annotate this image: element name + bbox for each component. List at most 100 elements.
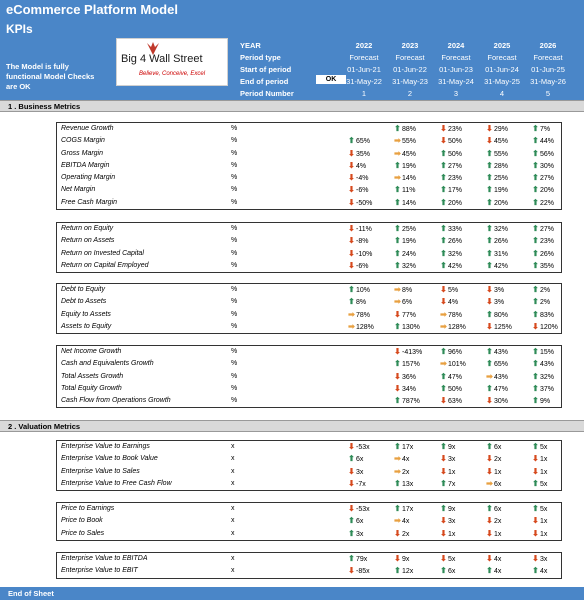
- arrow-down-icon: ⬇: [348, 185, 355, 195]
- arrow-down-icon: ⬇: [532, 516, 539, 526]
- metric-value: 35%: [540, 262, 555, 270]
- metric-label: Price to Earnings: [61, 505, 115, 512]
- metric-value: 19%: [494, 187, 509, 195]
- metric-label: Enterprise Value to Earnings: [61, 443, 150, 450]
- metric-value-cell: ⬆6x: [485, 503, 529, 516]
- metric-value-cell: ⬆10%: [347, 284, 391, 297]
- metric-label: Enterprise Value to Sales: [61, 467, 140, 475]
- metric-value: 20%: [494, 199, 509, 207]
- period-column-2024: 2024 Forecast 01-Jun-23 31-May-24 3: [434, 40, 478, 100]
- metric-value: 20%: [448, 199, 463, 207]
- arrow-up-icon: ⬆: [486, 383, 493, 393]
- eagle-icon: [147, 42, 159, 55]
- metric-value-cell: ⬆9x: [439, 503, 483, 516]
- metric-value-cell: ⬆79x: [347, 553, 391, 566]
- arrow-up-icon: ⬆: [532, 285, 539, 294]
- metric-value-cell: ➡4x: [393, 453, 437, 466]
- metric-value-cell: ⬆9%: [531, 395, 575, 408]
- arrow-right-icon: ➡: [394, 516, 401, 526]
- metric-value: -11%: [356, 226, 372, 233]
- arrow-up-icon: ⬆: [394, 260, 401, 270]
- arrow-up-icon: ⬆: [440, 383, 447, 393]
- metric-value-cell: ⬇-413%: [393, 346, 437, 359]
- metric-value-cell: ⬆3x: [347, 528, 391, 541]
- metric-label: Gross Margin: [61, 149, 104, 157]
- metric-value-cell: ⬆24%: [393, 248, 437, 261]
- metric-value-cell: ➡78%: [439, 309, 483, 322]
- metric-unit: x: [231, 529, 235, 537]
- metric-value-cell: ⬆6x: [485, 441, 529, 454]
- arrow-right-icon: ➡: [486, 371, 493, 381]
- label-start: Start of period: [240, 65, 292, 74]
- metric-value-cell: ➡4x: [393, 515, 437, 528]
- period-year: 2022: [355, 41, 373, 50]
- metric-value-cell: ⬆47%: [439, 371, 483, 384]
- arrow-down-icon: ⬇: [486, 554, 493, 563]
- metric-value-cell: ⬆9x: [439, 441, 483, 454]
- metric-value-cell: ⬆20%: [485, 197, 529, 210]
- metric-value-cell: ⬆42%: [439, 260, 483, 273]
- metric-value: 43%: [540, 361, 555, 369]
- metric-unit: %: [231, 310, 238, 318]
- metric-value-cell: ⬆32%: [393, 260, 437, 273]
- metric-value: 50%: [448, 150, 463, 158]
- arrow-down-icon: ⬇: [394, 383, 401, 393]
- arrow-right-icon: ➡: [394, 173, 401, 183]
- metric-row: Return on Capital Employed% ⬇-6% ⬆32% ⬆42% ⬆…: [57, 260, 561, 272]
- metric-value: 2x: [494, 456, 502, 464]
- metric-value: 12x: [402, 568, 414, 576]
- arrow-up-icon: ⬆: [440, 173, 447, 183]
- metric-value: 25%: [402, 226, 417, 233]
- metric-value: 5x: [540, 480, 548, 488]
- metric-value: 26%: [448, 238, 463, 246]
- metric-value-cell: ⬆50%: [439, 383, 483, 396]
- metric-value-cell: ⬆56%: [531, 148, 575, 161]
- arrow-down-icon: ⬇: [440, 124, 447, 133]
- arrow-down-icon: ⬇: [348, 224, 355, 233]
- arrow-down-icon: ⬇: [440, 136, 447, 146]
- arrow-up-icon: ⬆: [440, 236, 447, 246]
- metric-value: 7%: [540, 126, 551, 133]
- metric-value: 23%: [448, 126, 463, 133]
- metric-unit: x: [231, 567, 235, 575]
- metric-label: Price to Book: [61, 517, 103, 525]
- arrow-right-icon: ➡: [394, 148, 401, 158]
- metric-value-cell: ➡78%: [347, 309, 391, 322]
- arrow-up-icon: ⬆: [486, 197, 493, 207]
- metric-value-cell: ⬇1x: [531, 528, 575, 541]
- metric-value-cell: ⬇5%: [439, 284, 483, 297]
- metric-value-cell: ⬆26%: [531, 248, 575, 261]
- arrow-up-icon: ⬆: [486, 160, 493, 170]
- metric-row: Equity to Assets% ➡78% ⬇77% ➡78% ⬆80% ⬆83%: [57, 309, 561, 321]
- metric-value-cell: ⬆7%: [531, 123, 575, 136]
- metric-value-cell: ⬆5x: [531, 503, 575, 516]
- metric-value-cell: ⬇3%: [485, 284, 529, 297]
- arrow-down-icon: ⬇: [486, 466, 493, 476]
- metric-value: 101%: [448, 361, 466, 369]
- metric-value: 17x: [402, 444, 414, 451]
- metric-value: 36%: [402, 373, 417, 381]
- metric-value: 9x: [402, 556, 410, 563]
- metric-value-cell: ⬆30%: [531, 160, 575, 173]
- metric-row: Enterprise Value to Sales x ⬇3x ➡2x ⬇1x ⬇1x ⬇1…: [57, 466, 561, 478]
- metric-value-cell: ⬇4%: [439, 296, 483, 309]
- metric-value-cell: ⬆32%: [531, 371, 575, 384]
- metric-value: -50%: [356, 199, 373, 207]
- metric-row: Enterprise Value to Book Value x ⬆6x ➡4x ⬇3x…: [57, 453, 561, 465]
- metric-value: 27%: [540, 226, 555, 233]
- metric-block: Net Income Growth% ⬇-413% ⬆96% ⬆43% ⬆15% Cash…: [56, 345, 562, 409]
- metric-value-cell: ⬆23%: [531, 235, 575, 248]
- arrow-up-icon: ⬆: [532, 224, 539, 233]
- metric-value-cell: ⬆19%: [393, 160, 437, 173]
- arrow-down-icon: ⬇: [486, 124, 493, 133]
- metric-value: 65%: [494, 361, 509, 369]
- arrow-up-icon: ⬆: [440, 248, 447, 258]
- metric-value-cell: ⬇-6%: [347, 184, 391, 197]
- metric-label: Cash Flow from Operations Growth: [61, 397, 171, 405]
- arrow-down-icon: ⬇: [348, 148, 355, 158]
- metric-value-cell: ⬇63%: [439, 395, 483, 408]
- metric-value-cell: ⬆787%: [393, 395, 437, 408]
- arrow-up-icon: ⬆: [440, 224, 447, 233]
- arrow-up-icon: ⬆: [532, 347, 539, 356]
- metric-value: 15%: [540, 349, 555, 356]
